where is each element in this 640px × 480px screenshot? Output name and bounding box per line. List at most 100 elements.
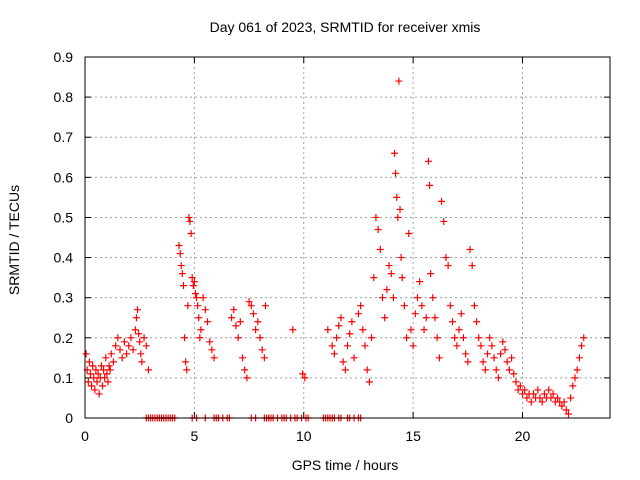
- y-tick-label: 0.9: [54, 49, 74, 65]
- data-point: [195, 314, 203, 322]
- data-point: [505, 366, 513, 374]
- data-point: [194, 302, 202, 310]
- data-point: [252, 326, 260, 334]
- data-point: [426, 181, 434, 189]
- data-point: [383, 286, 391, 294]
- data-point: [301, 374, 309, 382]
- data-point: [82, 350, 90, 358]
- data-point: [134, 306, 141, 314]
- data-point: [449, 318, 456, 326]
- data-point: [204, 318, 211, 326]
- data-point: [86, 370, 94, 378]
- data-point: [206, 338, 214, 346]
- data-point: [395, 77, 403, 85]
- data-point: [359, 326, 367, 334]
- data-point: [405, 229, 413, 237]
- data-point: [90, 374, 98, 382]
- data-point: [433, 334, 441, 342]
- data-point: [94, 370, 102, 378]
- data-point: [104, 378, 112, 386]
- data-point: [175, 242, 183, 250]
- data-point: [473, 318, 481, 326]
- y-tick-label: 0: [65, 410, 73, 426]
- data-point: [387, 270, 395, 278]
- data-point: [414, 294, 421, 302]
- data-point: [177, 262, 185, 270]
- data-point: [481, 366, 489, 374]
- x-tick-label: 20: [515, 428, 531, 444]
- data-point: [374, 225, 382, 233]
- data-point: [197, 326, 205, 334]
- data-point: [453, 342, 461, 350]
- x-tick-label: 10: [296, 428, 312, 444]
- data-point: [573, 366, 581, 374]
- data-point: [578, 342, 586, 350]
- data-point: [446, 302, 454, 310]
- data-point: [516, 382, 524, 390]
- data-point: [176, 250, 184, 258]
- data-point: [536, 394, 544, 402]
- data-point: [261, 302, 269, 310]
- data-point: [494, 374, 502, 382]
- data-point: [236, 318, 244, 326]
- data-point: [138, 358, 146, 366]
- data-point: [497, 350, 505, 358]
- data-point: [350, 354, 358, 362]
- data-point: [529, 390, 537, 398]
- data-point: [554, 394, 561, 402]
- data-point: [394, 213, 402, 221]
- data-point: [89, 362, 97, 370]
- data-point: [333, 334, 341, 342]
- data-point: [499, 338, 507, 346]
- data-point: [181, 334, 189, 342]
- data-point: [103, 370, 111, 378]
- data-point: [486, 334, 494, 342]
- axis-ticks: 0 0.1 0.2 0.3 0.4 0.5 0.6 0.7 0.8 0.9 0 5 10 15 20: [54, 49, 610, 444]
- data-point: [230, 306, 238, 314]
- data-point: [564, 410, 572, 418]
- data-point: [470, 302, 478, 310]
- data-point: [346, 330, 354, 338]
- data-point: [357, 302, 365, 310]
- data-point: [135, 330, 143, 338]
- data-point: [101, 374, 109, 382]
- data-point: [210, 354, 218, 362]
- data-point: [398, 274, 406, 282]
- data-point: [354, 310, 362, 318]
- data-point: [431, 314, 439, 322]
- data-point: [385, 262, 393, 270]
- data-point: [479, 358, 487, 366]
- data-point: [199, 294, 207, 302]
- data-point: [363, 366, 371, 374]
- data-point: [183, 366, 191, 374]
- data-point: [125, 342, 133, 350]
- data-point: [328, 342, 336, 350]
- data-point: [409, 342, 417, 350]
- data-point: [490, 354, 498, 362]
- data-point: [503, 358, 511, 366]
- data-point: [256, 334, 264, 342]
- data-point: [190, 278, 198, 286]
- data-point: [381, 314, 389, 322]
- data-point: [241, 366, 249, 374]
- data-point: [324, 326, 332, 334]
- data-point: [247, 302, 255, 310]
- data-point: [249, 310, 257, 318]
- data-point: [407, 326, 415, 334]
- data-point: [466, 246, 474, 254]
- data-point: [109, 358, 117, 366]
- data-point: [136, 338, 144, 346]
- data-point: [179, 282, 187, 290]
- y-tick-label: 0.7: [54, 129, 74, 145]
- data-point: [397, 254, 405, 262]
- data-point: [196, 334, 204, 342]
- data-point: [112, 342, 120, 350]
- data-point: [545, 386, 553, 394]
- data-point: [106, 366, 114, 374]
- y-tick-label: 0.5: [54, 209, 74, 225]
- data-point: [575, 354, 583, 362]
- data-point: [512, 378, 520, 386]
- data-point: [335, 322, 343, 330]
- data-point: [560, 398, 568, 406]
